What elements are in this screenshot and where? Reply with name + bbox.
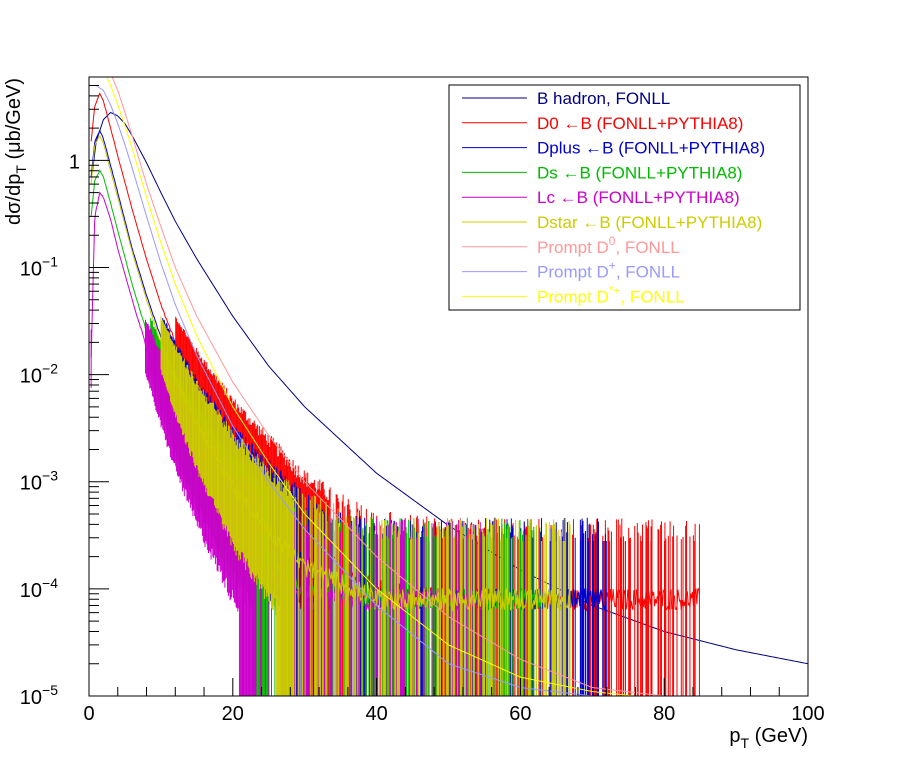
y-tick-base: 10 — [20, 258, 42, 280]
x-tick-label: 0 — [83, 703, 94, 725]
legend-label-sup: *+ — [609, 283, 621, 297]
legend-label-main: B hadron, FONLL — [537, 89, 670, 108]
legend-label-tail: , FONLL — [620, 287, 684, 306]
series-6 — [111, 77, 693, 696]
y-tick-base: 10 — [20, 580, 42, 602]
series-line — [111, 77, 693, 696]
y-axis-title: dσ/dpT (μb/GeV) — [3, 78, 29, 225]
legend-label: D0 ←B (FONLL+PYTHIA8) — [537, 114, 743, 133]
legend-label-main: D0 ←B (FONLL+PYTHIA8) — [537, 114, 743, 133]
y-tick-base: 10 — [20, 366, 42, 388]
x-tick-label: 100 — [791, 703, 824, 725]
x-axis-title-main: p — [729, 725, 740, 747]
y-tick-exponent: −2 — [42, 361, 58, 377]
legend-label-main: Lc ←B (FONLL+PYTHIA8) — [537, 188, 740, 207]
x-axis-title: pT (GeV) — [729, 725, 808, 751]
x-tick-label: 80 — [653, 703, 675, 725]
x-axis-title-sub: T — [741, 735, 750, 751]
series-line — [89, 84, 622, 696]
y-tick-label: 10−1 — [20, 253, 58, 280]
legend-label: Prompt D0, FONLL — [537, 234, 680, 257]
legend-label-main: Prompt D — [537, 287, 609, 306]
y-axis-title-main: dσ/dp — [3, 174, 25, 225]
legend-label: Ds ←B (FONLL+PYTHIA8) — [537, 163, 742, 182]
y-tick-base: 10 — [20, 473, 42, 495]
legend-label-sup: 0 — [609, 234, 616, 248]
legend-label: Prompt D*+, FONLL — [537, 283, 685, 306]
y-tick-exponent: −1 — [42, 253, 58, 269]
y-tick-label: 10−5 — [20, 682, 58, 709]
y-tick-base: 10 — [20, 687, 42, 709]
legend-label-main: Prompt D — [537, 238, 609, 257]
legend-label-main: Dstar ←B (FONLL+PYTHIA8) — [537, 213, 762, 232]
legend-label-sup: + — [609, 259, 616, 273]
legend-label: Dplus ←B (FONLL+PYTHIA8) — [537, 139, 765, 158]
legend-label: B hadron, FONLL — [537, 89, 670, 108]
y-axis-title-unit: (μb/GeV) — [3, 78, 25, 165]
legend-label-main: Prompt D — [537, 263, 609, 282]
y-tick-label: 1 — [69, 151, 80, 173]
y-tick-label: 10−3 — [20, 468, 58, 495]
plot-frame — [88, 76, 809, 697]
legend-label-main: Dplus ←B (FONLL+PYTHIA8) — [537, 139, 765, 158]
legend-label-tail: , FONLL — [615, 238, 679, 257]
series-layer — [89, 77, 808, 696]
legend: B hadron, FONLL D0 ←B (FONLL+PYTHIA8) Dplu… — [448, 84, 801, 311]
y-tick-label: 10−4 — [20, 575, 58, 602]
y-axis-title-sub: T — [13, 165, 29, 174]
legend-label: Prompt D+, FONLL — [537, 259, 680, 282]
x-tick-label: 40 — [365, 703, 387, 725]
series-8 — [106, 77, 636, 696]
series-line — [106, 77, 636, 696]
x-axis-title-unit: (GeV) — [749, 725, 808, 747]
legend-label-tail: , FONLL — [616, 263, 680, 282]
y-tick-exponent: −5 — [42, 682, 58, 698]
legend-label: Lc ←B (FONLL+PYTHIA8) — [537, 188, 740, 207]
x-tick-label: 60 — [509, 703, 531, 725]
series-7 — [89, 84, 622, 696]
legend-label: Dstar ←B (FONLL+PYTHIA8) — [537, 213, 762, 232]
y-tick-exponent: −4 — [42, 575, 58, 591]
y-tick-exponent: −3 — [42, 468, 58, 484]
y-tick-base: 1 — [69, 151, 80, 173]
legend-label-main: Ds ←B (FONLL+PYTHIA8) — [537, 163, 742, 182]
y-tick-label: 10−2 — [20, 361, 58, 388]
x-tick-label: 20 — [222, 703, 244, 725]
